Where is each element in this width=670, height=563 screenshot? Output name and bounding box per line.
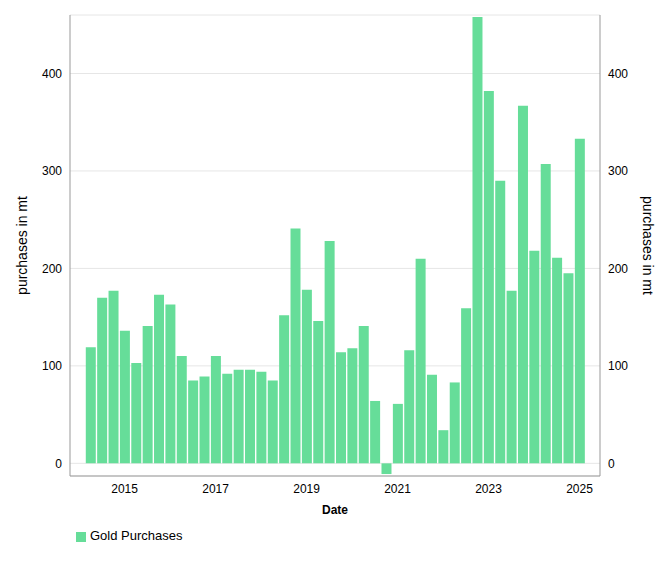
html-text:Gold Purchases: Gold Purchases <box>90 528 183 543</box>
svg-text:0: 0 <box>55 457 62 471</box>
svg-text:300: 300 <box>42 164 62 178</box>
svg-text:2023: 2023 <box>475 482 502 496</box>
svg-text:200: 200 <box>608 262 628 276</box>
svg-text:100: 100 <box>608 359 628 373</box>
svg-text:2015: 2015 <box>111 482 138 496</box>
svg-text:purchases in mt: purchases in mt <box>640 196 656 295</box>
svg-text:300: 300 <box>608 164 628 178</box>
svg-text:2025: 2025 <box>566 482 593 496</box>
svg-text:2017: 2017 <box>202 482 229 496</box>
svg-text:Date: Date <box>322 503 348 517</box>
svg-text:2021: 2021 <box>384 482 411 496</box>
svg-text:100: 100 <box>42 359 62 373</box>
svg-text:200: 200 <box>42 262 62 276</box>
svg-text:400: 400 <box>608 67 628 81</box>
svg-text:400: 400 <box>42 67 62 81</box>
svg-text:0: 0 <box>608 457 615 471</box>
svg-text:2019: 2019 <box>293 482 320 496</box>
svg-text:purchases in mt: purchases in mt <box>14 196 30 295</box>
